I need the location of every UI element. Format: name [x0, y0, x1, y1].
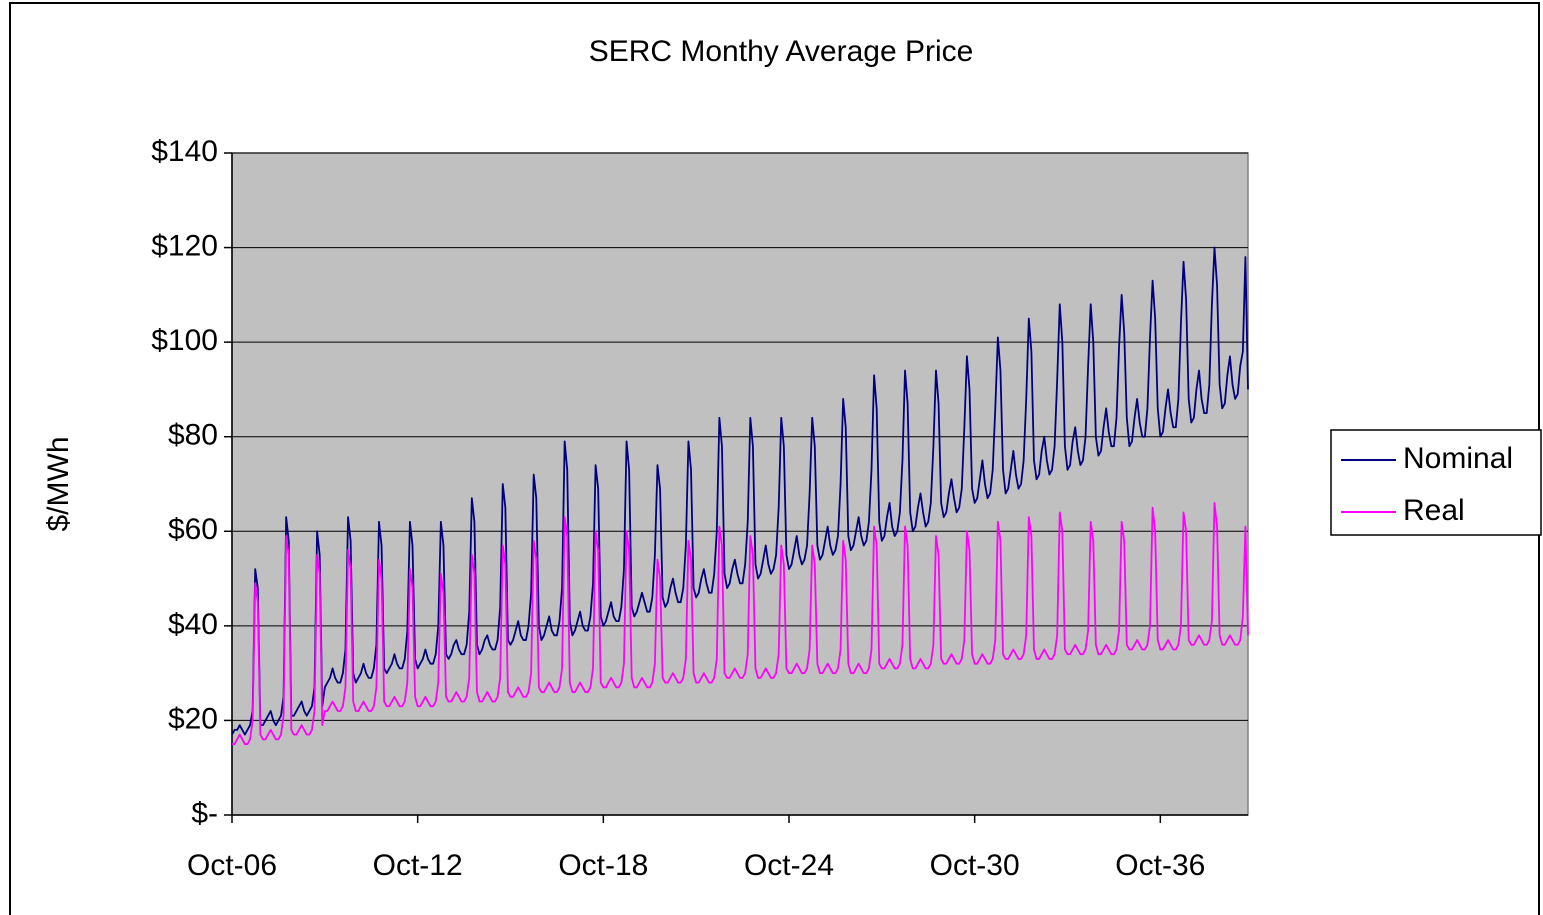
y-axis-label: $/MWh [42, 436, 75, 531]
x-tick-label: Oct-24 [744, 849, 834, 882]
y-tick-label: $120 [151, 229, 218, 262]
legend-label: Real [1403, 494, 1465, 527]
series-line [232, 502, 1249, 745]
x-tick-label: Oct-12 [373, 849, 463, 882]
plot-background [231, 152, 1249, 816]
y-tick-label: $60 [168, 513, 218, 546]
y-tick-label: $100 [151, 324, 218, 357]
x-tick-label: Oct-18 [558, 849, 648, 882]
y-tick-label: $80 [168, 419, 218, 452]
x-tick-label: Oct-36 [1115, 849, 1205, 882]
plot-area [224, 152, 1249, 823]
y-tick-label: $- [191, 797, 218, 830]
legend-box [1330, 429, 1542, 536]
x-tick-label: Oct-06 [187, 849, 277, 882]
legend-label: Nominal [1403, 442, 1513, 475]
y-tick-label: $140 [151, 135, 218, 168]
y-tick-label: $40 [168, 608, 218, 641]
y-tick-label: $20 [168, 702, 218, 735]
chart-title: SERC Monthy Average Price [589, 35, 974, 68]
series-line [231, 246, 1249, 736]
x-tick-label: Oct-30 [930, 849, 1020, 882]
